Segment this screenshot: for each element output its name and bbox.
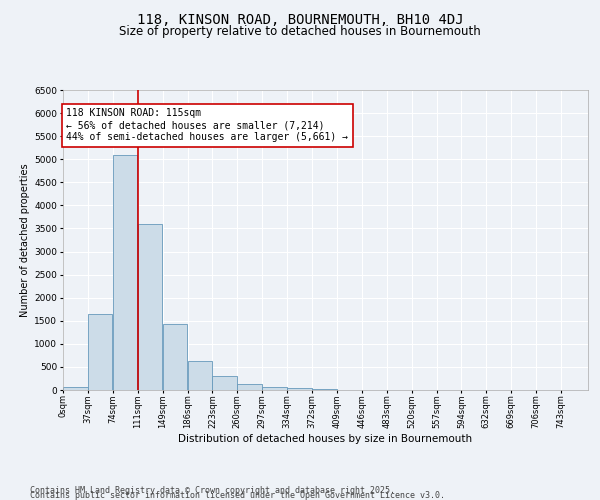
Bar <box>163 324 187 390</box>
Bar <box>238 384 262 390</box>
Text: Contains public sector information licensed under the Open Government Licence v3: Contains public sector information licen… <box>30 491 445 500</box>
Bar <box>212 376 237 390</box>
Text: Contains HM Land Registry data © Crown copyright and database right 2025.: Contains HM Land Registry data © Crown c… <box>30 486 395 495</box>
Bar <box>63 386 88 390</box>
Bar <box>88 314 112 390</box>
Text: 118, KINSON ROAD, BOURNEMOUTH, BH10 4DJ: 118, KINSON ROAD, BOURNEMOUTH, BH10 4DJ <box>137 12 463 26</box>
Text: 118 KINSON ROAD: 115sqm
← 56% of detached houses are smaller (7,214)
44% of semi: 118 KINSON ROAD: 115sqm ← 56% of detache… <box>67 108 349 142</box>
Bar <box>188 361 212 390</box>
X-axis label: Distribution of detached houses by size in Bournemouth: Distribution of detached houses by size … <box>178 434 473 444</box>
Y-axis label: Number of detached properties: Number of detached properties <box>20 163 30 317</box>
Bar <box>138 224 162 390</box>
Bar <box>113 154 137 390</box>
Bar <box>312 389 337 390</box>
Text: Size of property relative to detached houses in Bournemouth: Size of property relative to detached ho… <box>119 25 481 38</box>
Bar <box>287 388 312 390</box>
Bar <box>262 386 287 390</box>
